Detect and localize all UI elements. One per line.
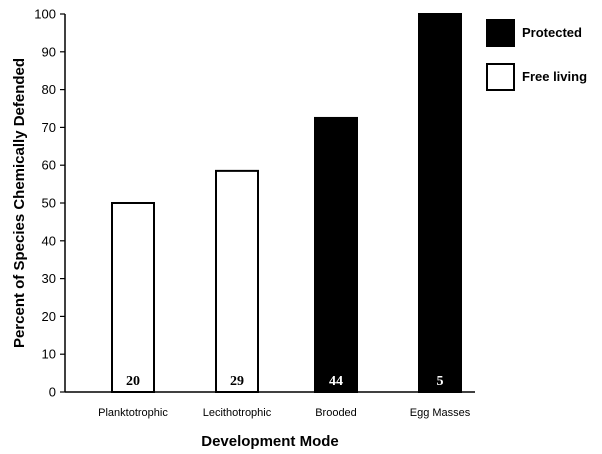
bar-egg-masses [418,13,462,393]
x-tick-label: Planktotrophic [98,407,168,419]
legend: Protected Free living [486,19,587,91]
y-tick-label: 70 [42,120,56,135]
x-tick-label: Egg Masses [410,407,471,419]
bar-brooded [314,116,358,393]
y-tick-label: 90 [42,44,56,59]
legend-label: Free living [522,69,587,84]
legend-label: Protected [522,25,582,40]
y-tick-label: 40 [42,233,56,248]
legend-swatch [486,19,515,47]
y-tick-label: 100 [34,7,56,22]
y-tick-label: 0 [49,385,56,400]
bar-count-label: 44 [329,374,343,389]
bars: 20 29 44 5 [111,13,462,393]
bar-count-label: 20 [126,374,140,389]
y-tick-label: 10 [42,347,56,362]
y-tick-label: 80 [42,82,56,97]
bar-count-label: 29 [230,374,244,389]
y-tick-label: 60 [42,158,56,173]
x-tick-label: Brooded [315,407,357,419]
x-tick-label: Lecithotrophic [203,407,272,419]
y-tick-label: 20 [42,309,56,324]
y-tick-label: 30 [42,271,56,286]
legend-swatch [486,63,515,91]
y-tick-label: 50 [42,196,56,211]
bar-lecithotrophic [215,169,259,393]
x-axis-tick-labels: Planktotrophic Lecithotrophic Brooded Egg M… [98,407,471,419]
x-axis-title: Development Mode [201,433,339,450]
y-axis-title: Percent of Species Chemically Defended [11,58,28,348]
bar-planktotrophic [111,202,155,393]
bar-count-label: 5 [437,374,444,389]
y-axis-ticks: 0 10 20 30 40 50 60 70 80 90 100 [34,7,65,400]
